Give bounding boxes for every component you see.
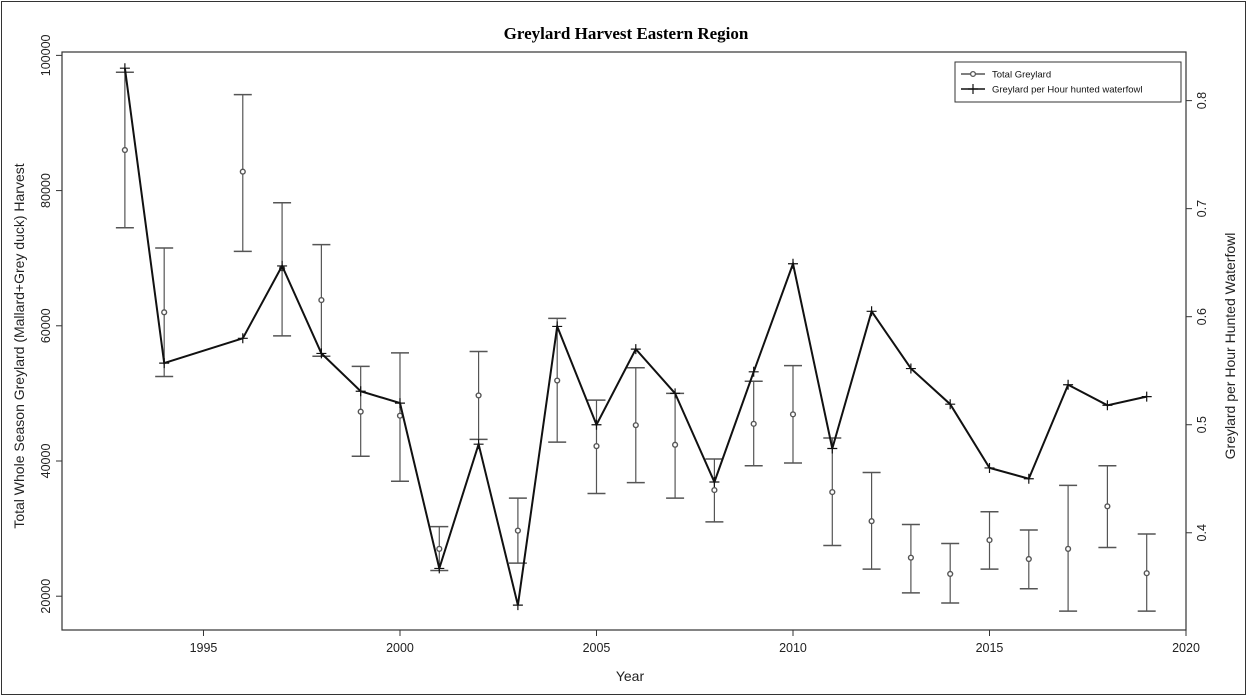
greylard-per-hour-hunted-waterfowl-point xyxy=(1102,400,1113,411)
total-greylard-point xyxy=(593,443,600,450)
chart-title: Greylard Harvest Eastern Region xyxy=(504,24,749,43)
legend-box xyxy=(954,61,1182,103)
x-tick-label: 2010 xyxy=(779,641,807,655)
total-greylard-point xyxy=(829,488,836,496)
greylard-per-hour-hunted-waterfowl-point xyxy=(355,386,366,397)
total-greylard-point xyxy=(161,309,168,316)
greylard-per-hour-hunted-waterfowl-point xyxy=(787,258,798,269)
greylard-per-hour-hunted-waterfowl-point xyxy=(552,321,563,332)
y-right-tick-label: 0.7 xyxy=(1195,200,1209,217)
y-left-tick-label: 80000 xyxy=(39,173,53,208)
legend-greylard-per-hour-hunted-waterfowl-marker xyxy=(968,84,978,94)
total-greylard-point xyxy=(947,570,954,577)
greylard-per-hour-hunted-waterfowl-point xyxy=(905,363,916,374)
greylard-per-hour-hunted-waterfowl-point xyxy=(159,358,170,369)
total-greylard-point xyxy=(239,168,246,175)
greylard-per-hour-hunted-waterfowl-point xyxy=(473,439,484,450)
x-tick-label: 2020 xyxy=(1172,641,1200,655)
y-right-tick-label: 0.8 xyxy=(1195,92,1209,109)
greylard-per-hour-hunted-waterfowl-point xyxy=(1023,473,1034,484)
total-greylard-point xyxy=(1104,503,1111,510)
y-left-tick-label: 40000 xyxy=(39,444,53,479)
y-left-tick-label: 60000 xyxy=(39,308,53,343)
greylard-per-hour-hunted-waterfowl-point xyxy=(984,462,995,473)
total-greylard-point xyxy=(632,422,639,429)
greylard-per-hour-hunted-waterfowl-point xyxy=(394,398,405,409)
legend-total-greylard-marker xyxy=(969,70,977,78)
greylard-per-hour-hunted-waterfowl-point xyxy=(827,443,838,454)
total-greylard-point xyxy=(1025,555,1032,563)
total-greylard-point xyxy=(475,392,482,399)
plot-frame xyxy=(61,51,1187,631)
x-tick-label: 2000 xyxy=(386,641,414,655)
greylard-per-hour-hunted-waterfowl-point xyxy=(316,348,327,359)
total-greylard-point xyxy=(436,545,443,552)
greylard-per-hour-hunted-waterfowl-point xyxy=(748,366,759,377)
total-greylard-point xyxy=(750,420,757,427)
y-axis-left-title: Total Whole Season Greylard (Mallard+Gre… xyxy=(11,163,27,528)
x-tick-label: 2015 xyxy=(976,641,1004,655)
total-greylard-point xyxy=(514,527,521,534)
y-right-tick-label: 0.4 xyxy=(1195,524,1209,541)
greylard-per-hour-hunted-waterfowl-point xyxy=(512,600,523,611)
total-greylard-point xyxy=(554,377,561,384)
total-greylard-point xyxy=(986,536,993,544)
greylard-per-hour-hunted-waterfowl-line xyxy=(123,68,1147,606)
greylard-per-hour-hunted-waterfowl-point xyxy=(945,399,956,410)
greylard-per-hour-hunted-waterfowl-point xyxy=(670,388,681,399)
greylard-per-hour-hunted-waterfowl-point xyxy=(277,260,288,271)
x-tick-label: 1995 xyxy=(190,641,218,655)
y-left-tick-label: 20000 xyxy=(39,579,53,614)
y-right-tick-label: 0.5 xyxy=(1195,416,1209,433)
y-right-tick-label: 0.6 xyxy=(1195,308,1209,325)
total-greylard-point xyxy=(121,146,128,154)
total-greylard-point xyxy=(318,297,325,304)
legend-total-greylard-label: Total Greylard xyxy=(992,70,1051,81)
total-greylard-point xyxy=(1064,545,1072,552)
x-axis-title: Year xyxy=(616,668,645,684)
greylard-per-hour-hunted-waterfowl-point xyxy=(630,344,641,355)
total-greylard-point xyxy=(868,518,875,525)
y-left-tick-label: 100000 xyxy=(39,34,53,76)
legend-greylard-per-hour-hunted-waterfowl-label: Greylard per Hour hunted waterfowl xyxy=(992,85,1143,96)
greylard-per-hour-hunted-waterfowl-point xyxy=(1063,379,1074,390)
greylard-per-hour-hunted-waterfowl-point xyxy=(237,333,248,344)
greylard-per-hour-hunted-waterfowl-point xyxy=(866,306,877,317)
total-greylard-point xyxy=(711,486,718,494)
plot-area: 1995 2000 2005 2010 2015 2020 20000 40000 60000 8… xyxy=(39,34,1209,655)
total-greylard-point xyxy=(789,411,797,418)
greylard-per-hour-hunted-waterfowl-point xyxy=(119,63,130,74)
x-tick-label: 2005 xyxy=(583,641,611,655)
greylard-per-hour-hunted-waterfowl-point xyxy=(1141,391,1152,402)
greylard-per-hour-hunted-waterfowl-point xyxy=(591,419,602,430)
y-axis-right-title: Greylard per Hour Hunted Waterfowl xyxy=(1222,233,1238,460)
total-greylard-point xyxy=(357,408,364,415)
total-greylard-point xyxy=(671,441,679,448)
total-greylard-point xyxy=(1143,570,1150,577)
greylard-per-hour-hunted-waterfowl-point xyxy=(434,563,445,574)
total-greylard-point xyxy=(907,554,914,561)
greylard-per-hour-hunted-waterfowl-point xyxy=(709,476,720,487)
